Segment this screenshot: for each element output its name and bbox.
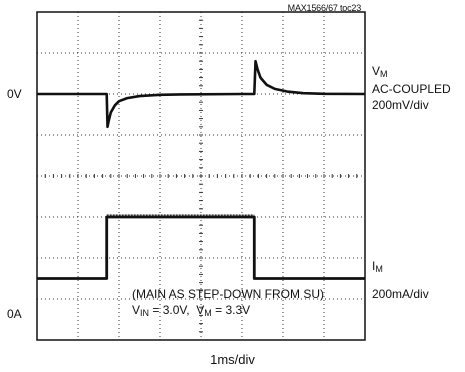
timebase-label: 1ms/div: [210, 352, 255, 367]
plot-frame: [36, 11, 366, 341]
im-channel-name: IM: [372, 258, 383, 274]
im-trace: [37, 215, 365, 280]
im-ground-label: 0A: [7, 306, 22, 321]
vm-channel-name: VM: [372, 64, 388, 79]
test-condition-line1: (MAIN AS STEP-DOWN FROM SU): [132, 287, 324, 301]
vm-coupling: AC-COUPLED: [372, 82, 451, 96]
test-condition-line2: VIN = 3.0V, VM = 3.3V: [132, 303, 251, 318]
waveforms: [37, 59, 366, 280]
vm-scale: 200mV/div: [372, 98, 429, 112]
vm-ground-label: 0V: [7, 87, 22, 101]
im-scale: 200mA/div: [372, 286, 429, 301]
figure-tag: MAX1566/67 toc23: [287, 3, 362, 13]
vm-trace: [37, 59, 366, 129]
